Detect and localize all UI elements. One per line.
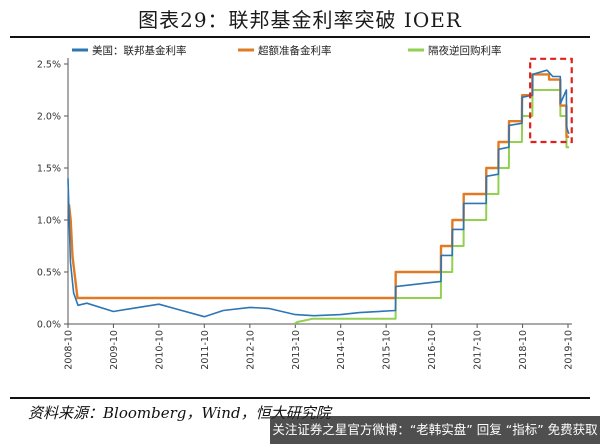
y-tick-label: 2.5%: [37, 60, 61, 71]
annotations: [529, 57, 573, 144]
y-tick-label: 0.0%: [37, 320, 61, 331]
series-line-2: [67, 73, 570, 300]
y-tick-label: 0.5%: [37, 268, 61, 279]
highlight-box: [529, 57, 573, 144]
top-rule: [10, 36, 590, 38]
y-tick-label: 1.5%: [37, 164, 61, 175]
series-line-1: [67, 69, 570, 318]
axes: 0.0% 0.5% 1.0% 1.5% 2.0% 2.5% 2008-10 2009-10 20…: [37, 58, 575, 370]
x-tick-label: 2014-10: [336, 330, 347, 370]
x-tick-label: 2011-10: [200, 330, 211, 370]
x-tick-label: 2016-10: [427, 330, 438, 370]
x-tick-label: 2008-10: [64, 330, 75, 370]
x-tick-label: 2018-10: [518, 330, 529, 370]
bottom-rule: [10, 397, 590, 399]
legend-label-1: 美国：联邦基金利率: [92, 44, 187, 57]
x-tick-label: 2012-10: [245, 330, 256, 370]
x-tick-label: 2019-10: [564, 330, 575, 370]
x-tick-label: 2010-10: [154, 330, 165, 370]
chart-area: 0.0% 0.5% 1.0% 1.5% 2.0% 2.5% 2008-10 2009-10 20…: [37, 44, 575, 370]
source-note: 资料来源：Bloomberg，Wind，恒大研究院: [28, 404, 331, 422]
y-tick-label: 2.0%: [37, 112, 61, 123]
x-tick-label: 2009-10: [109, 330, 120, 370]
chart-title: 图表29：联邦基金利率突破 IOER: [138, 8, 462, 32]
legend-label-3: 隔夜逆回购利率: [428, 44, 502, 57]
legend: 美国：联邦基金利率 超额准备金利率 隔夜逆回购利率: [72, 44, 502, 57]
series-line-3: [293, 89, 570, 325]
x-tick-label: 2017-10: [473, 330, 484, 370]
series-group: [67, 69, 570, 325]
y-tick-label: 1.0%: [37, 216, 61, 227]
legend-label-2: 超额准备金利率: [258, 44, 332, 57]
x-tick-label: 2013-10: [291, 330, 302, 370]
x-tick-label: 2015-10: [382, 330, 393, 370]
footer-banner: 关注证券之星官方微博：“老韩实盘” 回复 “指标” 免费获取: [270, 416, 600, 444]
